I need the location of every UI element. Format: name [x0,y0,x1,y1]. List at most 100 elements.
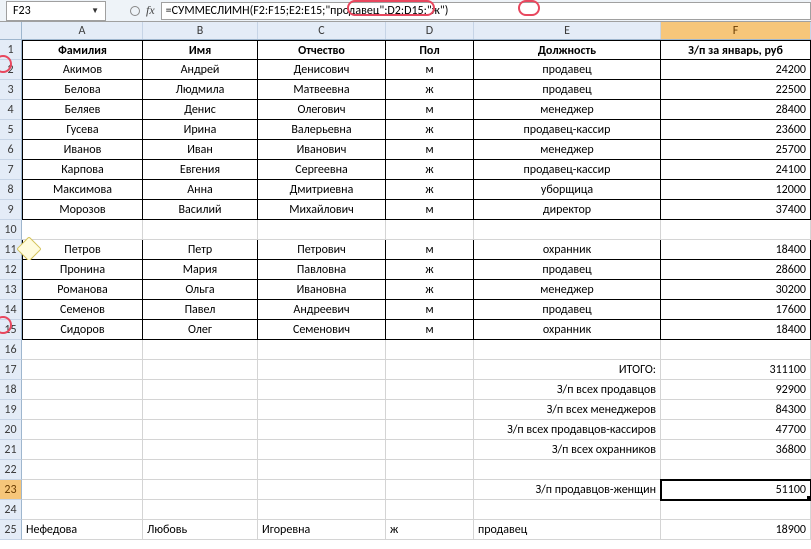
cell[interactable]: 23600 [661,120,811,140]
cell[interactable] [143,220,258,240]
cell[interactable] [143,380,258,400]
cell[interactable]: 311100 [661,360,811,380]
cell[interactable]: 17600 [661,300,811,320]
cell[interactable]: Матвеевна [258,80,386,100]
cell[interactable] [386,400,474,420]
cell[interactable]: уборщица [474,180,661,200]
cell[interactable]: 36800 [661,440,811,460]
cell[interactable] [22,480,143,500]
cell[interactable] [258,380,386,400]
row-header[interactable]: 7 [0,160,22,180]
row-header[interactable]: 21 [0,440,22,460]
row-header[interactable]: 10 [0,220,22,240]
cell[interactable] [474,340,661,360]
cell[interactable]: ж [386,280,474,300]
cell[interactable]: Анна [143,180,258,200]
cell[interactable]: менеджер [474,100,661,120]
cell[interactable]: 51100 [661,480,811,500]
row-header[interactable]: 9 [0,200,22,220]
row-header[interactable]: 8 [0,180,22,200]
cell[interactable] [474,220,661,240]
row-header[interactable]: 14 [0,300,22,320]
chevron-down-icon[interactable]: ▼ [91,6,99,16]
cell[interactable]: З/п за январь, руб [661,40,811,60]
cell[interactable]: З/п всех продавцов [474,380,661,400]
cell[interactable] [258,480,386,500]
cell[interactable]: Денисович [258,60,386,80]
cell[interactable] [386,440,474,460]
cell[interactable] [22,380,143,400]
cell[interactable]: 18400 [661,240,811,260]
cell[interactable]: менеджер [474,280,661,300]
row-header[interactable]: 12 [0,260,22,280]
cell[interactable]: продавец [474,300,661,320]
cell[interactable] [661,340,811,360]
column-header[interactable]: C [258,22,386,39]
cell[interactable]: Иванович [258,140,386,160]
cell[interactable]: Должность [474,40,661,60]
row-header[interactable]: 22 [0,460,22,480]
cell[interactable] [258,360,386,380]
cell[interactable]: продавец-кассир [474,120,661,140]
cell[interactable]: ж [386,180,474,200]
row-header[interactable]: 2 [0,60,22,80]
row-header[interactable]: 25 [0,520,22,540]
cell[interactable]: продавец [474,80,661,100]
cell[interactable] [143,480,258,500]
cell[interactable]: Ивановна [258,280,386,300]
cell[interactable]: 28400 [661,100,811,120]
cell[interactable]: Людмила [143,80,258,100]
cell[interactable]: охранник [474,320,661,340]
select-all-corner[interactable] [0,22,22,39]
cell[interactable]: Карпова [22,160,143,180]
cell[interactable]: Олег [143,320,258,340]
row-header[interactable]: 18 [0,380,22,400]
cell[interactable] [22,440,143,460]
name-box[interactable]: F23 ▼ [6,1,106,21]
cell[interactable]: Сергеевна [258,160,386,180]
cell[interactable]: Беляев [22,100,143,120]
cell[interactable]: продавец-кассир [474,160,661,180]
cell[interactable]: З/п всех охранников [474,440,661,460]
cell[interactable]: 25700 [661,140,811,160]
cell[interactable]: м [386,240,474,260]
cell[interactable]: Андрей [143,60,258,80]
cell[interactable]: 47700 [661,420,811,440]
cell[interactable]: 12000 [661,180,811,200]
row-header[interactable]: 4 [0,100,22,120]
cell[interactable] [386,380,474,400]
cell[interactable]: Пронина [22,260,143,280]
row-header[interactable]: 3 [0,80,22,100]
formula-input[interactable]: =СУММЕСЛИМН(F2:F15;E2:E15;"продавец";D2:… [161,2,811,20]
cell[interactable]: директор [474,200,661,220]
cell[interactable]: Петр [143,240,258,260]
row-header[interactable]: 23 [0,480,22,500]
cell[interactable] [22,360,143,380]
cell[interactable] [143,340,258,360]
cell[interactable]: ж [386,260,474,280]
cell[interactable] [474,500,661,520]
cell[interactable]: Валерьевна [258,120,386,140]
cell[interactable] [474,460,661,480]
cell[interactable]: м [386,140,474,160]
cell[interactable]: 18400 [661,320,811,340]
cell[interactable]: Белова [22,80,143,100]
cell[interactable]: 24200 [661,60,811,80]
cell[interactable] [22,460,143,480]
cell[interactable]: Отчество [258,40,386,60]
cell[interactable]: продавец [474,520,661,540]
cell[interactable] [386,480,474,500]
row-header[interactable]: 13 [0,280,22,300]
cell[interactable] [661,220,811,240]
cell[interactable]: ИТОГО: [474,360,661,380]
fx-icon[interactable]: fx [146,3,155,18]
cell[interactable]: Иванов [22,140,143,160]
cell[interactable]: ж [386,120,474,140]
cell[interactable]: Петрович [258,240,386,260]
cell[interactable] [22,400,143,420]
row-header[interactable]: 17 [0,360,22,380]
cell[interactable]: Семенов [22,300,143,320]
cell[interactable]: Гусева [22,120,143,140]
row-header[interactable]: 1 [0,40,22,60]
cell[interactable]: Любовь [143,520,258,540]
